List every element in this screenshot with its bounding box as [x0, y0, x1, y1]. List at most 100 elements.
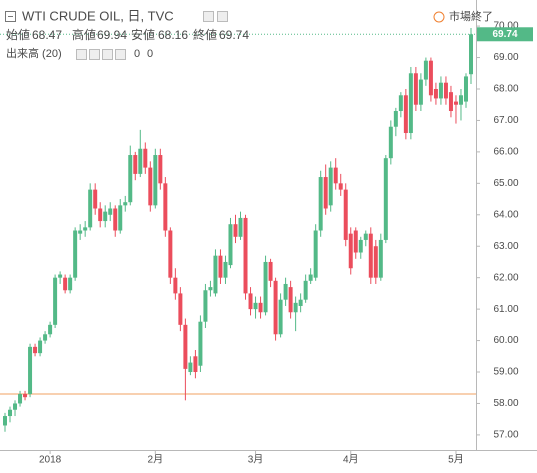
y-tick-label: 58.00	[493, 398, 518, 409]
close-label: 終値	[193, 27, 217, 42]
vol-icon[interactable]	[76, 49, 87, 60]
candle-body	[318, 177, 323, 231]
candle-body	[48, 324, 53, 335]
candle-body	[403, 95, 408, 134]
candle-body	[453, 101, 458, 105]
header: WTI CRUDE OIL, 日, TVC 市場終了 始値 68.47 高値 6…	[5, 8, 493, 60]
candle-body	[258, 302, 263, 313]
candle-body	[143, 148, 148, 168]
candle-body	[358, 239, 363, 253]
candle-body	[248, 293, 253, 310]
x-tick-label: 2月	[148, 454, 164, 466]
candle-body	[383, 158, 388, 240]
candle-body	[348, 233, 353, 269]
settings-icon[interactable]	[217, 11, 228, 22]
candle-body	[418, 79, 423, 105]
candle-body	[148, 167, 153, 206]
candle-body	[3, 416, 7, 426]
candle-body	[323, 177, 328, 209]
y-tick-label: 59.00	[493, 367, 518, 378]
candle-body	[53, 277, 58, 325]
open-value: 68.47	[32, 28, 62, 42]
y-tick-label: 67.00	[493, 115, 518, 126]
candle-body	[283, 283, 288, 300]
low-value: 68.16	[158, 28, 188, 42]
candle-body	[8, 409, 13, 417]
last-price-tag	[477, 27, 533, 42]
volume-up: 0	[134, 48, 140, 60]
candle-body	[58, 274, 63, 278]
candle-body	[38, 340, 43, 354]
candle-body	[43, 334, 48, 341]
collapse-icon[interactable]	[5, 11, 16, 22]
candle-body	[78, 230, 83, 234]
candle-body	[388, 126, 393, 159]
x-tick-label: 3月	[248, 454, 264, 466]
y-tick-label: 60.00	[493, 335, 518, 346]
candle-body	[228, 224, 233, 266]
candle-body	[448, 92, 453, 112]
candle-body	[303, 280, 308, 300]
candle-body	[398, 95, 403, 112]
market-status: 市場終了	[449, 9, 493, 23]
vol-icon[interactable]	[115, 49, 126, 60]
candle-body	[238, 217, 243, 237]
candle-body	[198, 321, 203, 366]
candle-body	[193, 356, 198, 373]
open-label: 始値	[6, 27, 30, 42]
candle-body	[438, 82, 443, 99]
vol-icon[interactable]	[102, 49, 113, 60]
candle-body	[393, 111, 398, 127]
candle-body	[413, 73, 418, 105]
candle-body	[373, 246, 378, 278]
candle-body	[308, 274, 313, 281]
candle-body	[433, 88, 438, 99]
candle-body	[408, 73, 413, 134]
vol-icon[interactable]	[89, 49, 100, 60]
candle-body	[338, 183, 343, 190]
x-tick-label: 5月	[448, 454, 464, 466]
status-icon	[433, 11, 445, 23]
candle-body	[68, 277, 73, 291]
eye-icon[interactable]	[203, 11, 214, 22]
high-label: 高値	[72, 27, 96, 42]
y-tick-label: 68.00	[493, 84, 518, 95]
candle-body	[469, 34, 473, 75]
candle-body	[343, 189, 348, 240]
candle-body	[88, 189, 93, 228]
candle-body	[263, 261, 268, 313]
candle-body	[333, 167, 338, 184]
candle-body	[103, 211, 108, 222]
candle-body	[153, 155, 158, 206]
candle-body	[288, 287, 293, 313]
candle-body	[33, 346, 38, 354]
candle-body	[163, 183, 168, 231]
candle-body	[18, 394, 23, 404]
candle-body	[23, 394, 28, 398]
candle-body	[298, 299, 303, 306]
candle-body	[93, 189, 98, 209]
candle-body	[423, 60, 428, 80]
close-value: 69.74	[219, 28, 249, 42]
candle-body	[293, 302, 298, 313]
candle-body	[123, 202, 128, 206]
y-tick-label: 70.00	[493, 21, 518, 32]
candle-body	[458, 95, 463, 105]
candle-body	[368, 233, 373, 278]
y-tick-label: 69.00	[493, 52, 518, 63]
candle-body	[253, 302, 258, 310]
candle-body	[328, 167, 333, 206]
y-tick-label: 65.00	[493, 178, 518, 189]
candle-body	[443, 82, 448, 99]
candle-body	[183, 324, 188, 369]
candle-body	[278, 299, 283, 335]
candle-body	[63, 277, 68, 291]
candle-body	[428, 60, 433, 96]
volume-down: 0	[147, 48, 153, 60]
candle-body	[463, 76, 468, 102]
candle-body	[138, 148, 143, 174]
x-tick-label: 2018	[39, 455, 62, 466]
